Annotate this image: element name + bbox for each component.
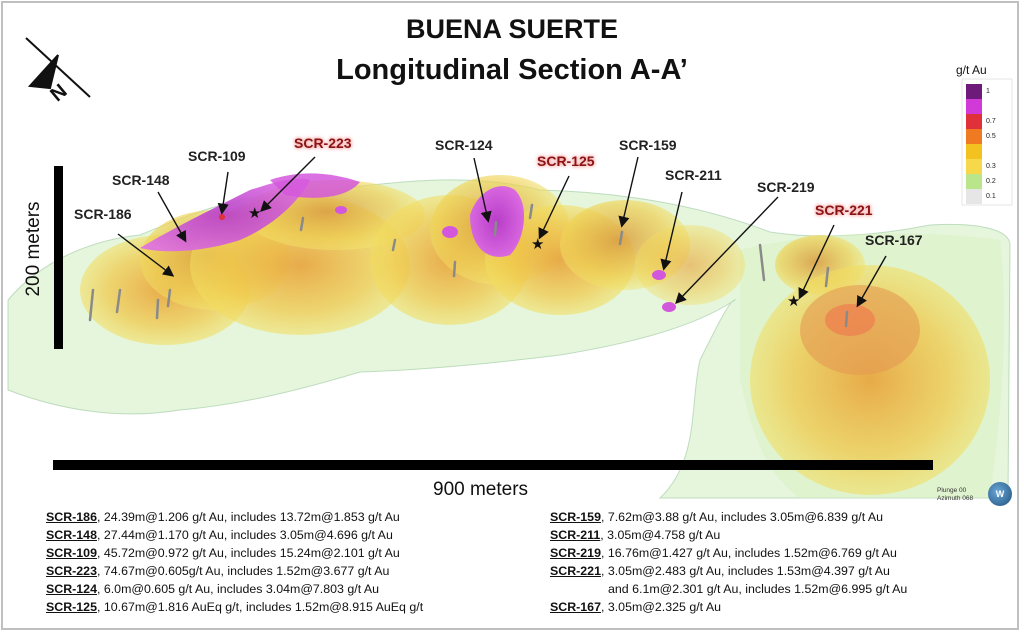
- result-text: and 6.1m@2.301 g/t Au, includes 1.52m@6.…: [608, 582, 908, 596]
- horizontal-scale-label: 900 meters: [433, 479, 529, 500]
- title-line-1: BUENA SUERTE: [405, 14, 619, 44]
- result-text: , 74.67m@0.605g/t Au, includes 1.52m@3.6…: [96, 564, 390, 578]
- result-text: , 10.67m@1.816 AuEq g/t, includes 1.52m@…: [96, 600, 424, 614]
- horizontal-scale-bar: [53, 460, 933, 470]
- results-right: SCR-159, 7.62m@3.88 g/t Au, includes 3.0…: [550, 508, 907, 616]
- result-row: and 6.1m@2.301 g/t Au, includes 1.52m@6.…: [550, 580, 907, 598]
- shell-167-inner: [825, 304, 875, 336]
- legend-value: 0.5: [986, 133, 996, 140]
- result-hole-id: SCR-125: [46, 600, 97, 614]
- result-row: SCR-148, 27.44m@1.170 g/t Au, includes 3…: [46, 526, 423, 544]
- result-hole-id: SCR-211: [550, 528, 601, 542]
- result-row: SCR-124, 6.0m@0.605 g/t Au, includes 3.0…: [46, 580, 423, 598]
- result-hole-id: SCR-221: [550, 564, 601, 578]
- legend-swatch: [966, 99, 982, 114]
- result-hole-id: SCR-109: [46, 546, 97, 560]
- svg-text:★: ★: [787, 292, 800, 310]
- azimuth-text: Azimuth 068: [937, 495, 974, 502]
- result-row: SCR-219, 16.76m@1.427 g/t Au, includes 1…: [550, 544, 907, 562]
- result-text: , 3.05m@4.758 g/t Au: [600, 528, 721, 542]
- results-left: SCR-186, 24.39m@1.206 g/t Au, includes 1…: [46, 508, 423, 616]
- drillhole-traces: [88, 203, 849, 328]
- svg-text:★: ★: [248, 204, 261, 222]
- leader-arrows: [117, 156, 887, 308]
- result-text: , 16.76m@1.427 g/t Au, includes 1.52m@6.…: [600, 546, 897, 560]
- result-row: SCR-221, 3.05m@2.483 g/t Au, includes 1.…: [550, 562, 907, 580]
- result-text: , 7.62m@3.88 g/t Au, includes 3.05m@6.83…: [600, 510, 884, 524]
- drillhole-label-scr-186: SCR-186: [74, 206, 132, 222]
- drillhole-label-scr-211: SCR-211: [665, 167, 722, 183]
- high-grade-zone-219: [662, 302, 676, 312]
- result-row: SCR-167, 3.05m@2.325 g/t Au: [550, 598, 907, 616]
- result-text: , 3.05m@2.483 g/t Au, includes 1.53m@4.3…: [600, 564, 890, 578]
- result-hole-id: SCR-124: [46, 582, 97, 596]
- company-logo: W: [988, 482, 1012, 506]
- drillhole-label-scr-109: SCR-109: [188, 148, 246, 164]
- result-row: SCR-223, 74.67m@0.605g/t Au, includes 1.…: [46, 562, 423, 580]
- drillhole-label-scr-223: SCR-223: [294, 135, 352, 151]
- star-markers: ★ ★ ★: [248, 204, 800, 310]
- vertical-scale-label: 200 meters: [23, 201, 44, 297]
- legend-value: 0.1: [986, 193, 996, 200]
- drillhole-label-scr-221: SCR-221: [815, 202, 873, 218]
- result-hole-id: SCR-219: [550, 546, 601, 560]
- drillhole-label-scr-219: SCR-219: [757, 179, 815, 195]
- red-zone-109: [219, 214, 225, 220]
- result-hole-id: SCR-148: [46, 528, 97, 542]
- result-row: SCR-109, 45.72m@0.972 g/t Au, includes 1…: [46, 544, 423, 562]
- shell-211: [635, 225, 745, 305]
- legend-value: 1: [986, 88, 990, 95]
- drillhole-label-scr-124: SCR-124: [435, 137, 493, 153]
- north-arrow-icon: [25, 37, 91, 98]
- legend-value: 0.3: [986, 163, 996, 170]
- result-hole-id: SCR-186: [46, 510, 97, 524]
- result-row: SCR-186, 24.39m@1.206 g/t Au, includes 1…: [46, 508, 423, 526]
- result-text: , 3.05m@2.325 g/t Au: [600, 600, 722, 614]
- legend-title: g/t Au: [956, 63, 987, 77]
- result-text: , 6.0m@0.605 g/t Au, includes 3.04m@7.80…: [96, 582, 380, 596]
- drillhole-label-scr-167: SCR-167: [865, 232, 923, 248]
- view-orientation: Plunge 00 Azimuth 068: [937, 487, 973, 503]
- legend-value: 0.7: [986, 118, 996, 125]
- high-grade-zone-340: [335, 206, 347, 214]
- result-hole-id: SCR-223: [46, 564, 97, 578]
- legend-swatch: [966, 159, 982, 174]
- svg-text:★: ★: [531, 235, 544, 253]
- result-row: SCR-159, 7.62m@3.88 g/t Au, includes 3.0…: [550, 508, 907, 526]
- high-grade-zone-small: [442, 226, 458, 238]
- high-grade-zone-211: [652, 270, 666, 280]
- drillhole-label-scr-125: SCR-125: [537, 153, 595, 169]
- result-hole-id: SCR-159: [550, 510, 601, 524]
- legend-swatch: [966, 114, 982, 129]
- drillhole-label-scr-159: SCR-159: [619, 137, 677, 153]
- result-row: SCR-125, 10.67m@1.816 AuEq g/t, includes…: [46, 598, 423, 616]
- legend-swatch: [966, 129, 982, 144]
- result-text: , 27.44m@1.170 g/t Au, includes 3.05m@4.…: [96, 528, 393, 542]
- result-row: SCR-211, 3.05m@4.758 g/t Au: [550, 526, 907, 544]
- legend-swatch: [966, 84, 982, 99]
- vertical-scale-bar: [54, 166, 63, 349]
- plunge-text: Plunge 00: [937, 487, 967, 494]
- legend-value: 0.2: [986, 178, 996, 185]
- result-text: , 45.72m@0.972 g/t Au, includes 15.24m@2…: [96, 546, 400, 560]
- legend-swatch: [966, 144, 982, 159]
- result-text: , 24.39m@1.206 g/t Au, includes 13.72m@1…: [96, 510, 400, 524]
- drillhole-label-scr-148: SCR-148: [112, 172, 170, 188]
- legend-swatch: [966, 189, 982, 204]
- legend-swatch: [966, 174, 982, 189]
- title-line-2: Longitudinal Section A-A’: [336, 54, 688, 86]
- result-hole-id: SCR-167: [550, 600, 601, 614]
